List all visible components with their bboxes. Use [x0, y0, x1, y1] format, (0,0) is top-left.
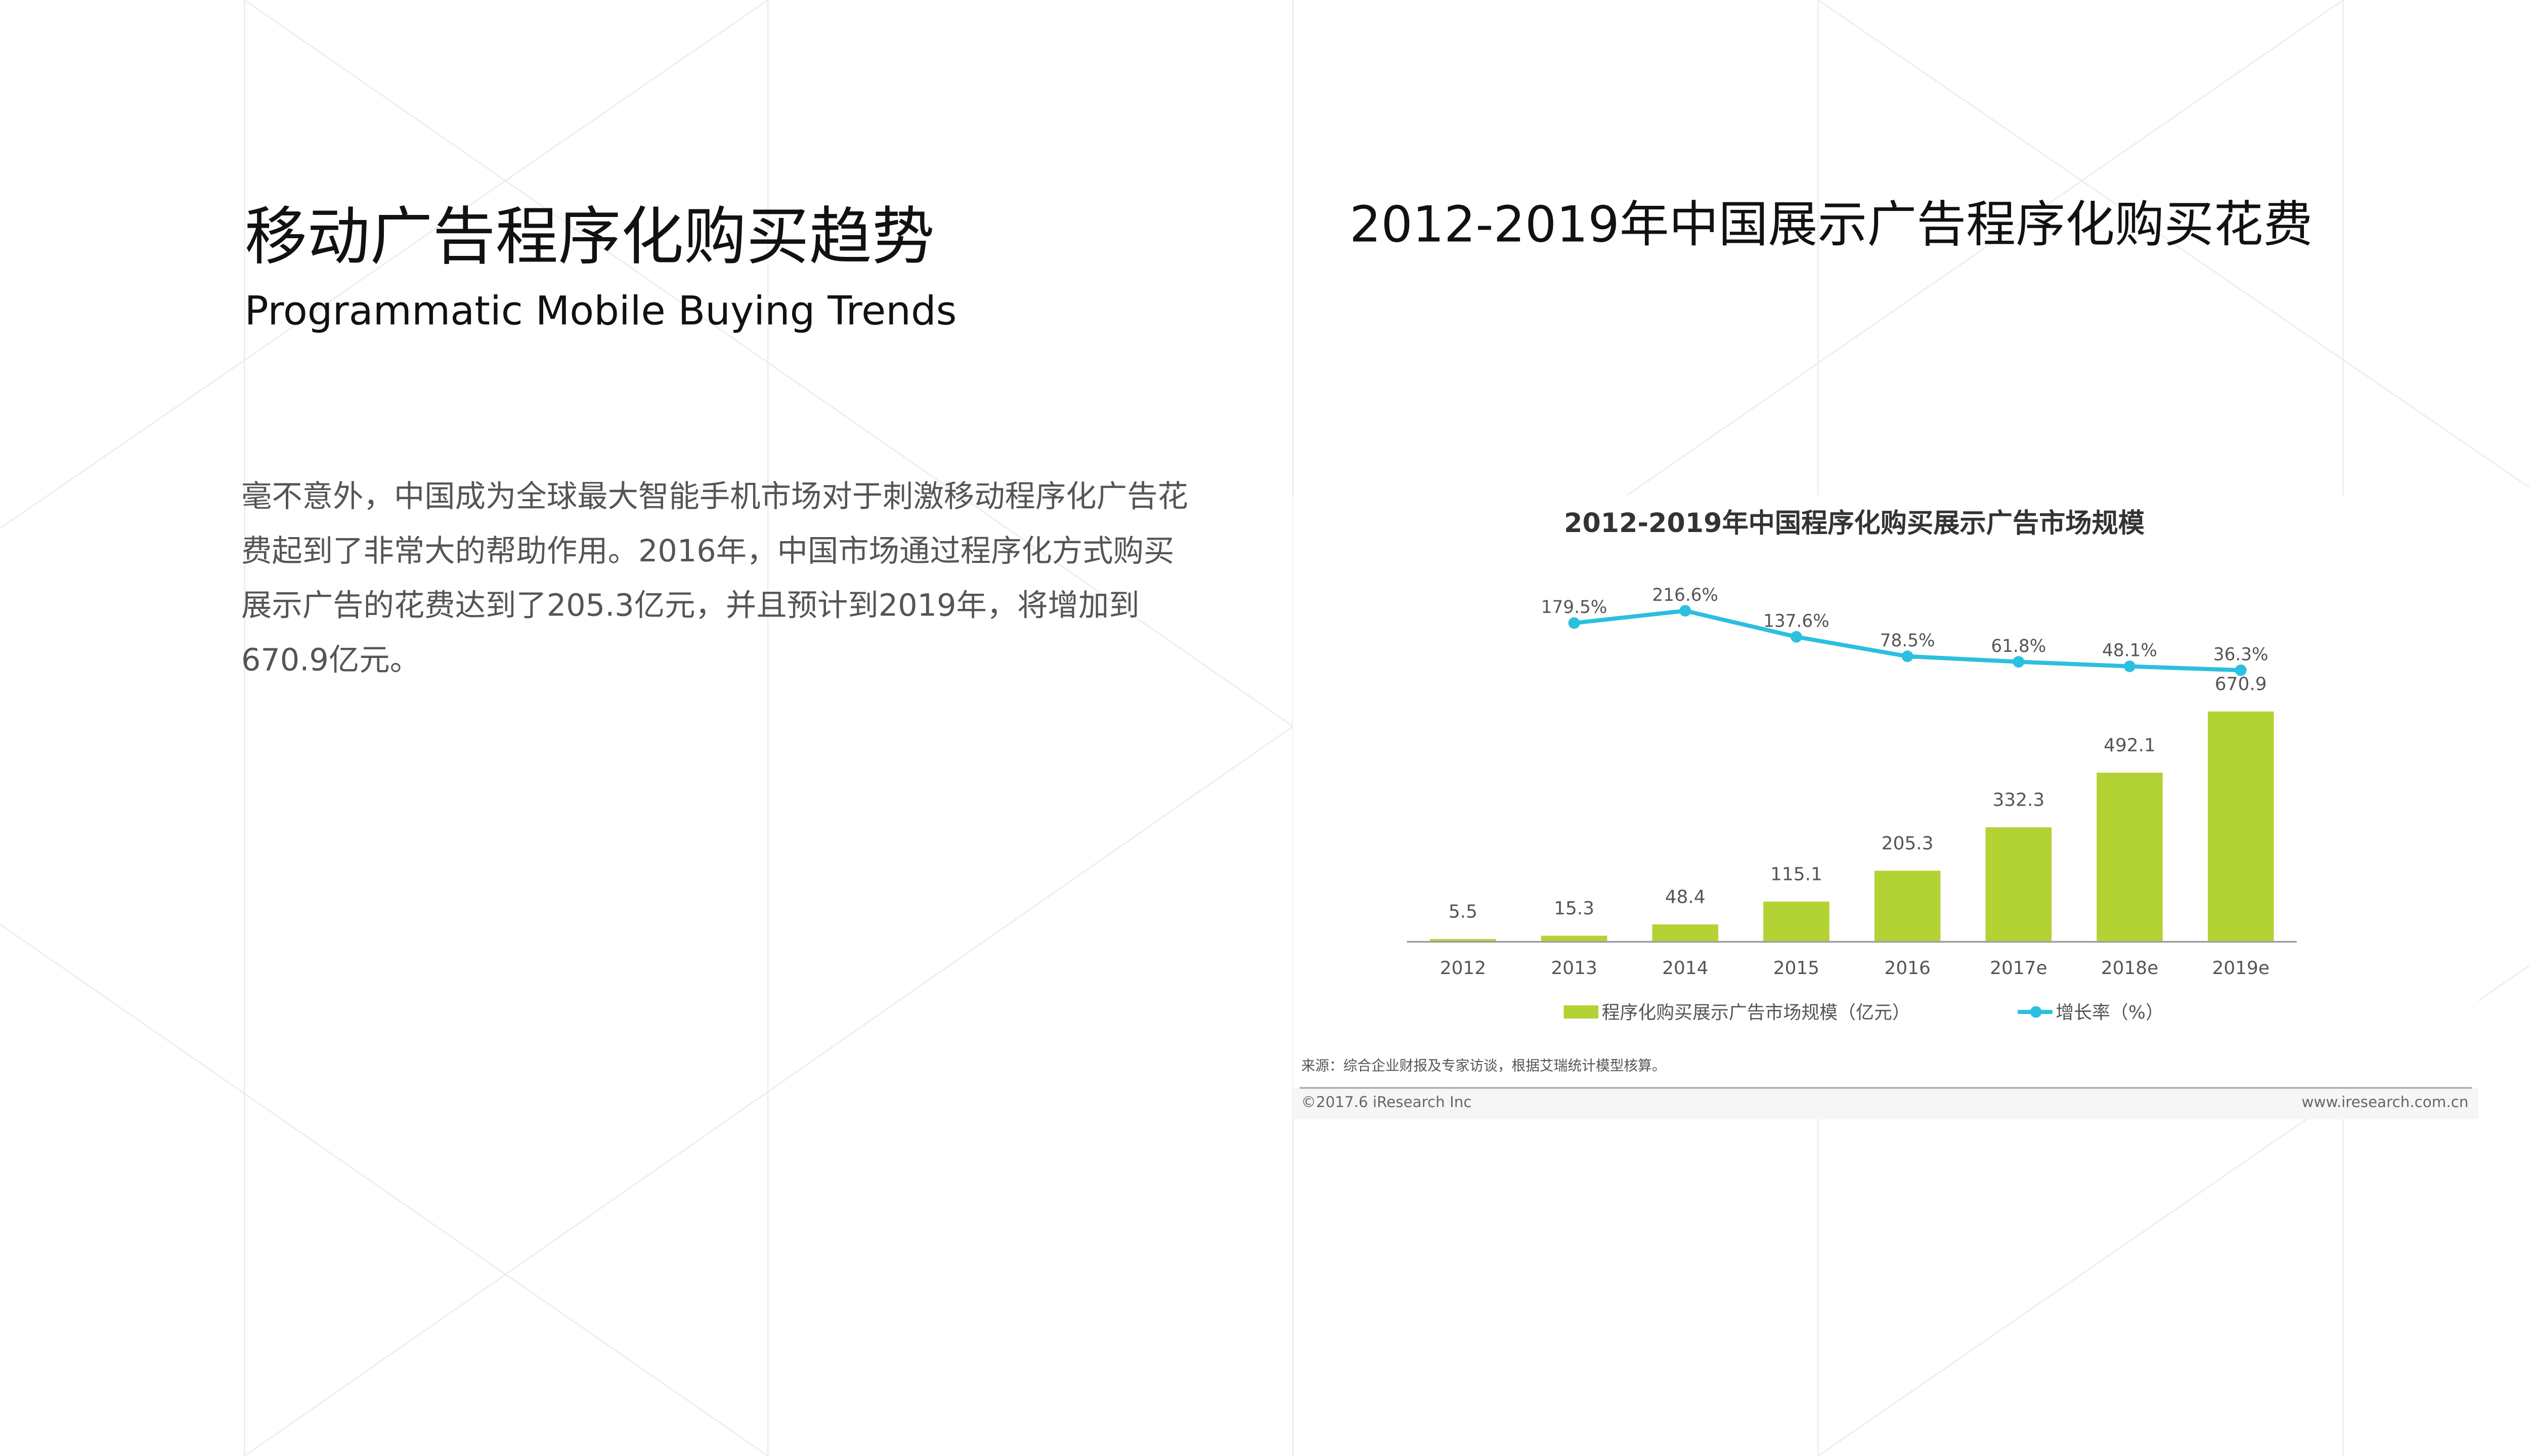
x-tick-label: 2017e [1990, 958, 2047, 979]
x-tick-label: 2012 [1440, 958, 1486, 979]
body-box: 毫不意外，中国成为全球最大智能手机市场对于刺激移动程序化广告花费起到了非常大的帮… [241, 480, 1189, 679]
x-tick-label: 2018e [2101, 958, 2158, 979]
chart-heading: 2012-2019年中国展示广告程序化购买花费 [1349, 196, 2313, 253]
bar-label: 115.1 [1770, 864, 1822, 885]
growth-label: 78.5% [1880, 631, 1935, 651]
growth-label: 48.1% [2102, 641, 2157, 661]
bar [1985, 827, 2052, 941]
legend-swatch [1563, 1005, 1599, 1019]
subtitle: Programmatic Mobile Buying Trends [244, 288, 956, 334]
bar-label: 205.3 [1882, 833, 1934, 854]
legend-label: 程序化购买展示广告市场规模（亿元） [1602, 1002, 1910, 1023]
bar-label: 48.4 [1665, 887, 1706, 908]
x-tick-label: 2015 [1773, 958, 1819, 979]
footer-strip [1293, 1088, 2478, 1120]
growth-point [2235, 664, 2247, 676]
title: 移动广告程序化购买趋势 [244, 201, 934, 274]
bar-label: 15.3 [1554, 898, 1594, 919]
growth-label: 179.5% [1541, 597, 1607, 617]
growth-point [2013, 656, 2025, 668]
x-tick-label: 2019e [2212, 958, 2269, 979]
growth-label: 137.6% [1763, 611, 1829, 631]
legend-swatch [2030, 1006, 2042, 1018]
growth-label: 36.3% [2213, 644, 2269, 665]
x-tick-label: 2016 [1884, 958, 1930, 979]
copyright: ©2017.6 iResearch Inc [1301, 1093, 1472, 1111]
bar-label: 492.1 [2104, 735, 2156, 756]
source: 来源：综合企业财报及专家访谈，根据艾瑞统计模型核算。 [1301, 1057, 1666, 1074]
growth-point [1679, 605, 1691, 617]
bar-label: 332.3 [1992, 790, 2044, 811]
growth-label: 61.8% [1991, 636, 2046, 656]
growth-point [2124, 660, 2135, 672]
bar [1541, 936, 1607, 941]
bar [1430, 939, 1496, 941]
legend-label: 增长率（%） [2056, 1002, 2164, 1023]
x-tick-label: 2013 [1551, 958, 1597, 979]
bar [1874, 870, 1941, 941]
bar [1763, 901, 1829, 941]
chart-panel [1293, 495, 2478, 1120]
website: www.iresearch.com.cn [2301, 1093, 2468, 1111]
bar [2207, 711, 2274, 941]
growth-point [1901, 650, 1913, 663]
growth-point [1791, 631, 1802, 643]
bar-label: 670.9 [2215, 674, 2267, 695]
body-text: 毫不意外，中国成为全球最大智能手机市场对于刺激移动程序化广告花费起到了非常大的帮… [241, 480, 1189, 679]
bar-label: 5.5 [1449, 902, 1477, 922]
growth-label: 216.6% [1652, 585, 1718, 605]
chart-title: 2012-2019年中国程序化购买展示广告市场规模 [1564, 508, 2145, 539]
bar [2097, 772, 2163, 941]
growth-point [1568, 617, 1580, 629]
x-tick-label: 2014 [1662, 958, 1708, 979]
bar [1652, 924, 1719, 941]
